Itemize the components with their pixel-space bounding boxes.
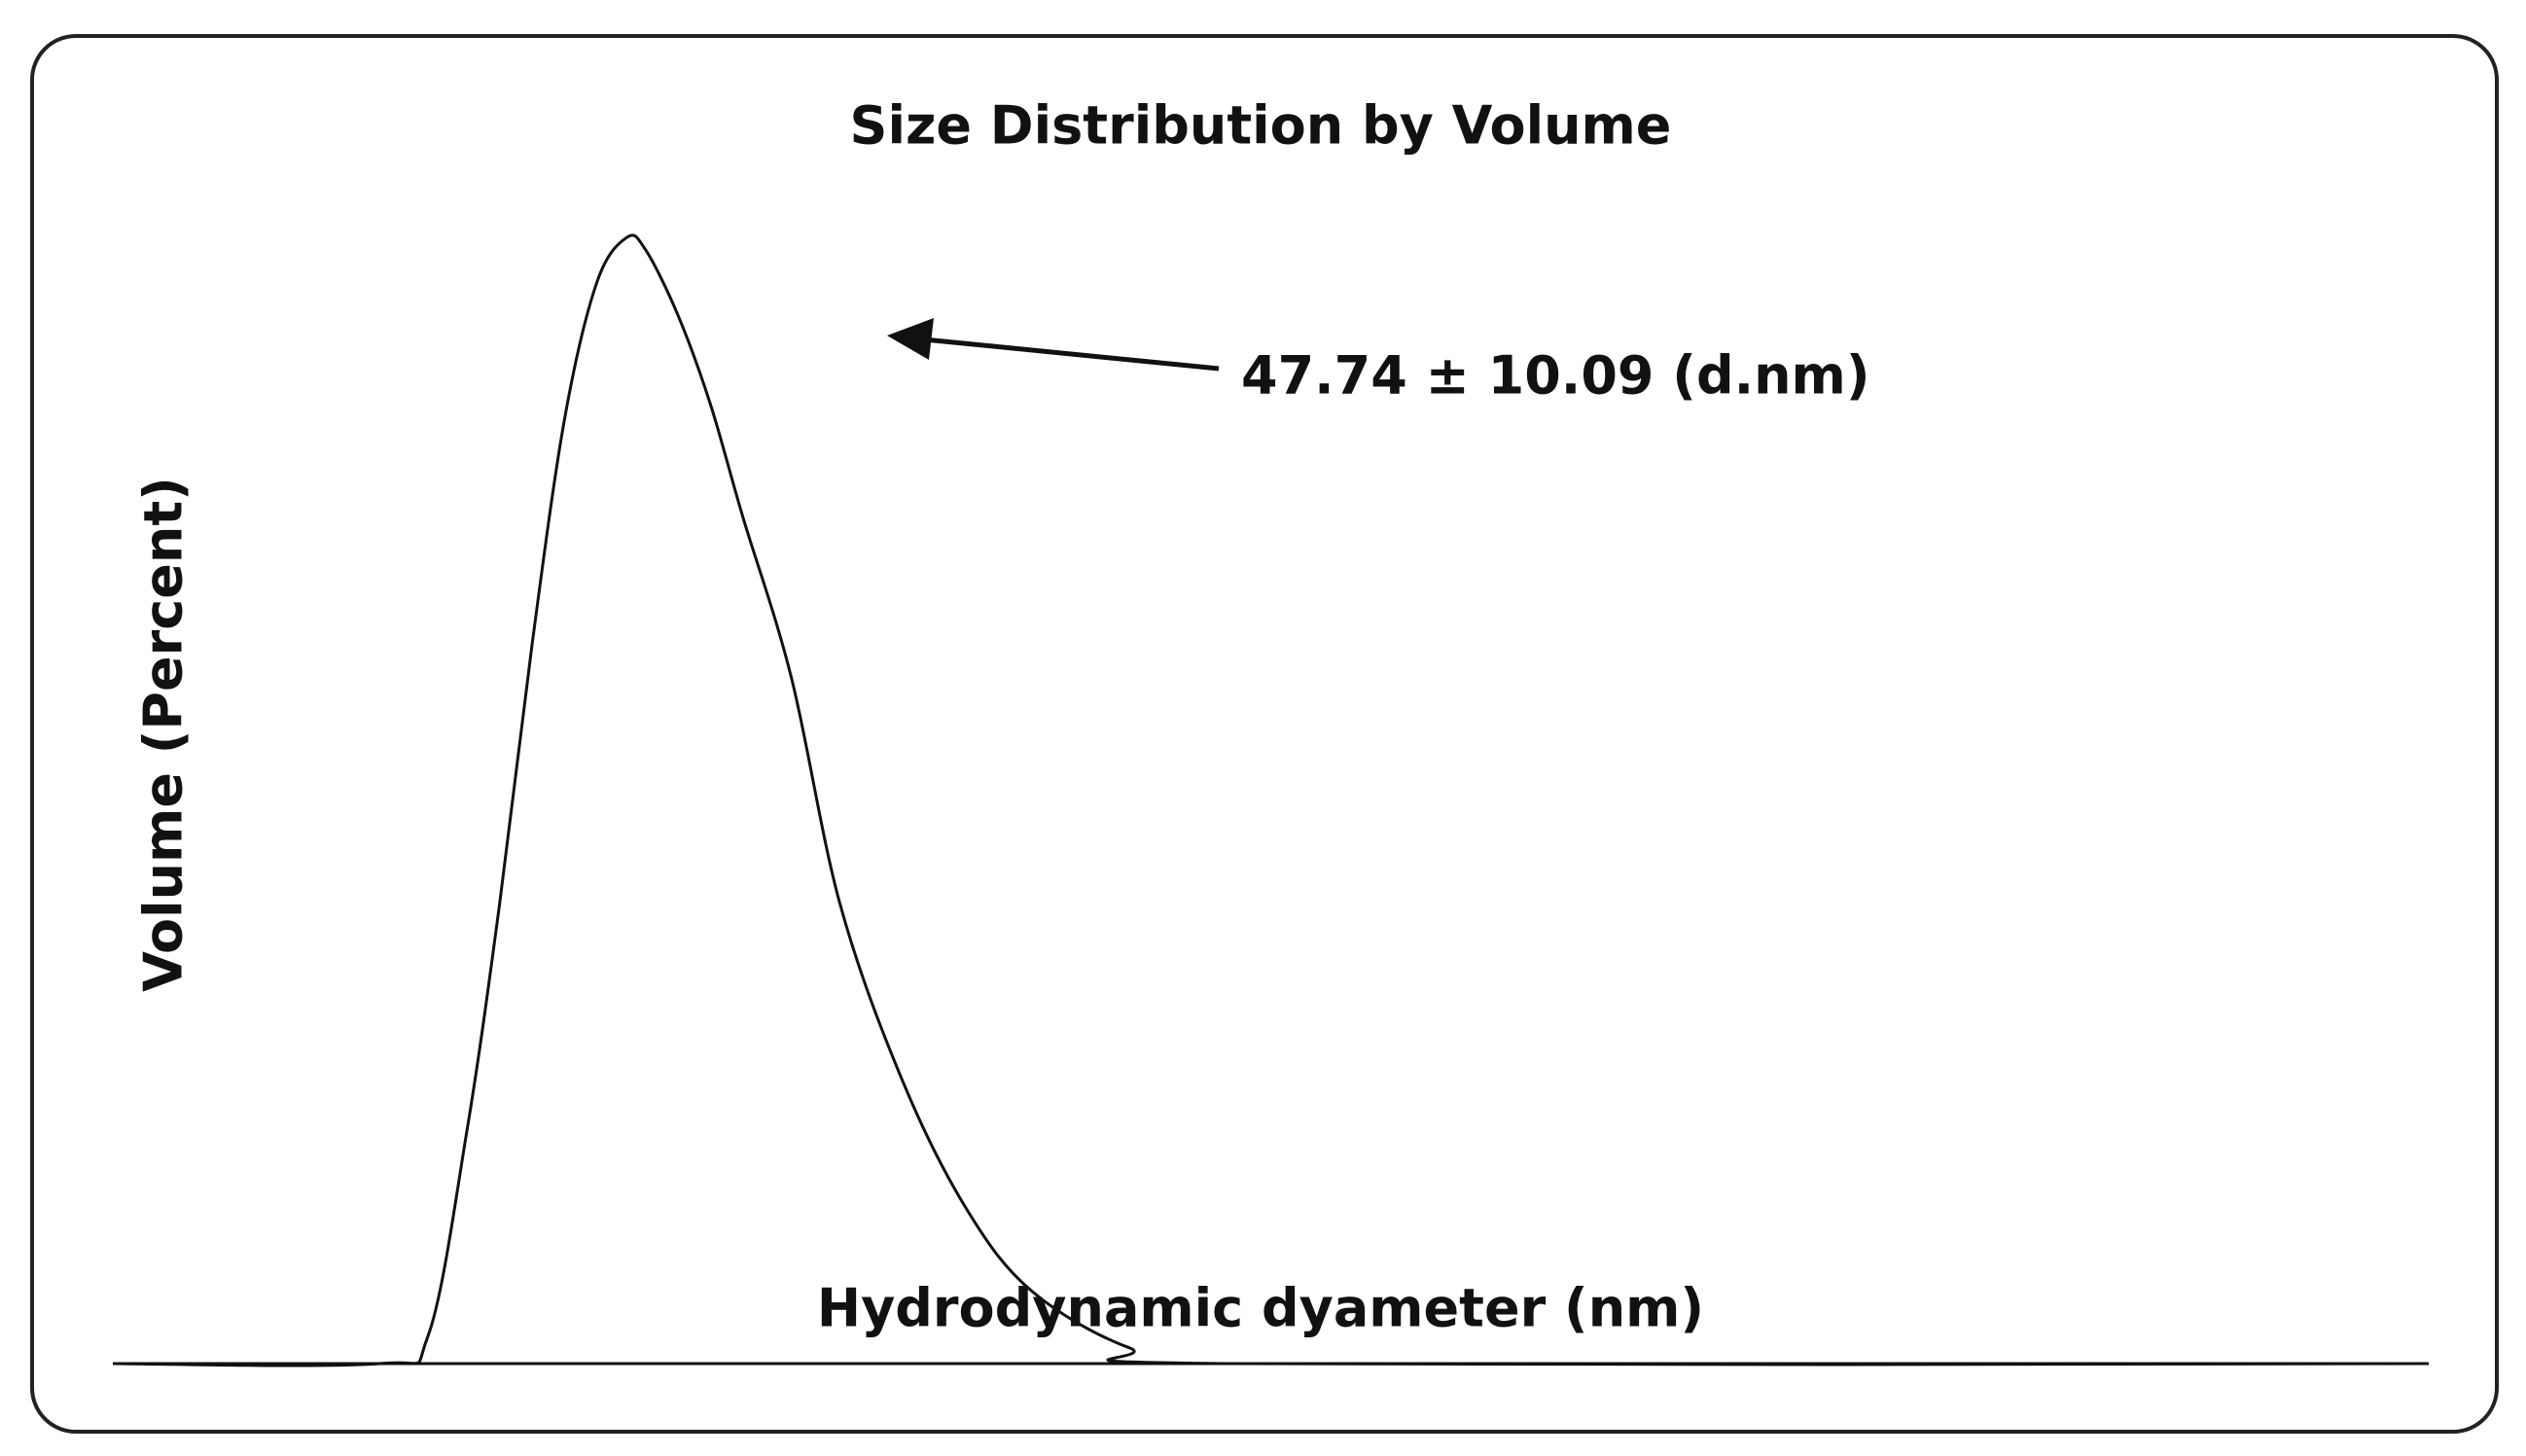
- arrow-shaft: [923, 337, 1220, 372]
- annotation: 47.74 ± 10.09 (d.nm): [1241, 345, 1870, 407]
- frame: [30, 34, 2499, 1434]
- line-series: [112, 233, 2430, 1367]
- y-axis-label: Volume (Percent): [133, 477, 195, 992]
- arrow-head: [887, 318, 934, 360]
- x-axis-label: Hydrodynamic dyameter (nm): [817, 1278, 1704, 1339]
- chart-title: Size Distribution by Volume: [850, 95, 1672, 157]
